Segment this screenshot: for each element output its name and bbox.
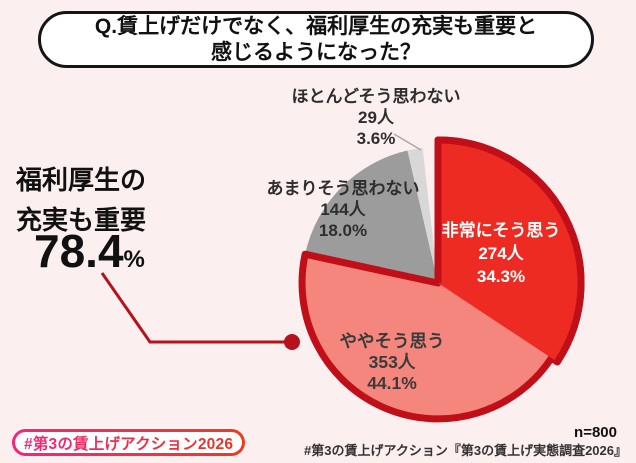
slice-label: ほとんどそう思わない [291, 87, 461, 106]
slice-pct: 34.3% [476, 267, 526, 286]
callout-line [100, 272, 292, 344]
pie-label-hotondo: ほとんどそう思わない 29人 3.6% [246, 86, 506, 149]
pie-slice-hijou [438, 140, 582, 362]
question-title-box: Q.賃上げだけでなく、福利厚生の充実も重要と 感じるようになった？ [38, 11, 594, 68]
question-title-line1: Q.賃上げだけでなく、福利厚生の充実も重要と [94, 14, 538, 38]
source-credit: #第3の賃上げアクション『第3の賃上げ実態調査2026』 [304, 443, 627, 458]
slice-label: ややそう思う [339, 331, 445, 351]
slice-count: 353人 [368, 352, 416, 372]
headline: 福利厚生の 充実も重要 [16, 160, 146, 240]
percent-sign: % [123, 246, 145, 273]
agree-total-value: 78.4% [34, 228, 145, 283]
campaign-badge-inner: #第3の賃上げアクション2026 [15, 432, 243, 454]
pie-label-amari: あまりそう思わない 144人 18.0% [213, 178, 473, 241]
headline-line1: 福利厚生の [16, 165, 147, 195]
pie-label-yaya: ややそう思う 353人 44.1% [282, 331, 502, 394]
slice-pct: 18.0% [318, 221, 368, 240]
question-title-line2: 感じるようになった？ [211, 40, 421, 64]
slice-count: 144人 [320, 200, 366, 219]
sample-size: n=800 [574, 424, 617, 441]
pie-slice-hijou-border [434, 136, 585, 364]
agree-total-number: 78.4 [34, 225, 124, 277]
slice-pct: 3.6% [356, 129, 396, 148]
callout-dot [284, 334, 300, 350]
leader-line-hotondo [393, 133, 422, 151]
campaign-badge: #第3の賃上げアクション2026 [12, 429, 246, 456]
slice-count: 29人 [358, 108, 394, 127]
headline-line2: 充実も重要 [16, 205, 147, 235]
slice-label: 非常にそう思う [441, 221, 561, 240]
pie-label-hijou: 非常にそう思う 274人 34.3% [391, 219, 611, 288]
campaign-badge-label: #第3の賃上げアクション2026 [24, 432, 233, 454]
pie-slice-amari [305, 150, 438, 283]
slice-pct: 44.1% [367, 373, 417, 393]
pie-slice-hotondo [407, 147, 438, 283]
slice-count: 274人 [478, 244, 524, 263]
slice-label: あまりそう思わない [266, 179, 420, 198]
